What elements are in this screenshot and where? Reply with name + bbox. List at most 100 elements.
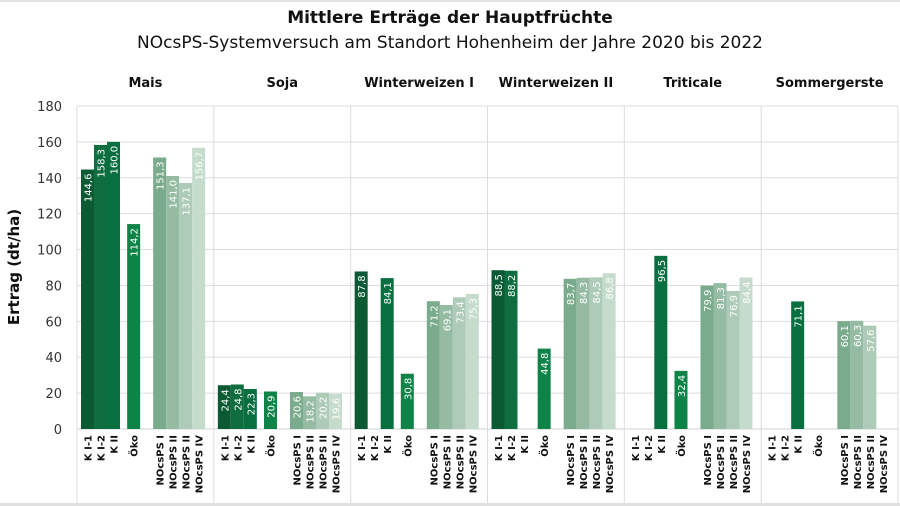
data-label: 83,7 <box>566 283 577 305</box>
bar <box>302 396 316 429</box>
bar <box>837 321 851 429</box>
data-label: 86,8 <box>605 277 616 299</box>
data-label: 75,3 <box>468 298 479 320</box>
x-category-label: NOcsPS I <box>703 435 714 485</box>
data-label: 32,4 <box>677 375 688 397</box>
data-label: 84,4 <box>742 282 753 304</box>
x-category-label: Öko <box>263 435 277 457</box>
data-label: 79,9 <box>703 290 714 312</box>
bar <box>153 157 167 429</box>
x-category-label: K II <box>246 435 257 454</box>
bar <box>107 141 120 429</box>
panel-title: Triticale <box>663 76 722 91</box>
data-label: 141,0 <box>169 180 180 209</box>
data-label: 19,6 <box>331 398 342 420</box>
x-category-label: NOcsPS II <box>729 435 740 489</box>
data-label: 88,5 <box>494 274 505 296</box>
data-label: 137,1 <box>182 187 193 216</box>
x-category-label: K I-1 <box>357 435 368 461</box>
bar <box>713 283 727 429</box>
data-label: 88,2 <box>507 275 518 297</box>
bar <box>863 325 877 429</box>
data-label: 60,3 <box>853 325 864 347</box>
panel-title: Soja <box>266 76 298 91</box>
panel-title: Winterweizen I <box>364 76 474 91</box>
x-category-label: K I-1 <box>494 435 505 461</box>
bar <box>230 384 244 429</box>
x-category-label: Öko <box>127 435 141 457</box>
data-label: 30,8 <box>403 378 414 400</box>
chart-subtitle: NOcsPS-Systemversuch am Standort Hohenhe… <box>137 33 763 53</box>
data-label: 60,1 <box>840 325 851 347</box>
bar <box>289 392 303 429</box>
data-label: 18,2 <box>305 400 316 422</box>
y-tick-label: 160 <box>37 136 62 151</box>
x-category-label: K I-2 <box>370 435 381 461</box>
data-label: 69,1 <box>442 309 453 331</box>
bar <box>791 301 805 429</box>
bar <box>465 293 479 429</box>
x-category-label: NOcsPS IV <box>879 435 890 493</box>
data-label: 57,6 <box>866 330 877 352</box>
x-category-label: NOcsPS II <box>305 435 316 489</box>
bar <box>491 270 505 429</box>
x-category-label: NOcsPS IV <box>195 435 206 493</box>
data-label: 24,4 <box>220 389 231 411</box>
bar <box>127 224 141 429</box>
bar <box>602 273 616 429</box>
x-category-label: NOcsPS II <box>169 435 180 489</box>
x-category-label: K II <box>383 435 394 454</box>
data-label: 73,4 <box>455 301 466 323</box>
panel-title: Mais <box>128 76 162 91</box>
data-label: 114,2 <box>130 228 141 257</box>
data-label: 44,8 <box>540 353 551 375</box>
bar <box>654 255 668 429</box>
x-category-label: K II <box>110 435 121 454</box>
y-tick-label: 60 <box>45 315 62 330</box>
x-category-label: K I-1 <box>220 435 231 461</box>
data-label: 76,9 <box>729 295 740 317</box>
data-label: 84,5 <box>592 281 603 303</box>
bar <box>674 370 688 429</box>
bar <box>504 270 518 429</box>
bar <box>452 297 466 429</box>
bar <box>217 385 231 429</box>
bar <box>400 373 414 429</box>
x-category-label: K I-1 <box>631 435 642 461</box>
bar <box>726 291 740 429</box>
x-category-label: NOcsPS IV <box>605 435 616 493</box>
data-label: 20,6 <box>292 396 303 418</box>
data-label: 20,2 <box>318 397 329 419</box>
y-tick-label: 120 <box>37 208 62 223</box>
top-border <box>0 0 900 2</box>
x-category-label: Öko <box>811 435 825 457</box>
chart-title: Mittlere Erträge der Hauptfrüchte <box>287 8 613 28</box>
x-category-label: NOcsPS II <box>442 435 453 489</box>
data-label: 84,3 <box>579 282 590 304</box>
bar <box>354 271 368 429</box>
bar <box>563 278 577 429</box>
x-category-label: K I-1 <box>84 435 95 461</box>
bar <box>179 182 193 429</box>
y-tick-label: 140 <box>37 172 62 187</box>
panel-title: Winterweizen II <box>499 76 614 91</box>
data-label: 84,1 <box>383 282 394 304</box>
data-label: 71,1 <box>794 305 805 327</box>
x-category-label: Öko <box>537 435 551 457</box>
bar <box>263 391 277 429</box>
x-category-label: NOcsPS IV <box>468 435 479 493</box>
data-label: 96,5 <box>657 260 668 282</box>
panel-title: Sommergerste <box>776 76 884 91</box>
x-category-label: NOcsPS IV <box>331 435 342 493</box>
data-label: 20,9 <box>266 395 277 417</box>
x-category-label: K II <box>657 435 668 454</box>
x-category-label: NOcsPS IV <box>742 435 753 493</box>
bar <box>81 169 94 430</box>
data-label: 22,3 <box>246 393 257 415</box>
bar <box>328 393 342 429</box>
data-label: 156,7 <box>195 152 206 181</box>
y-tick-label: 80 <box>45 279 62 294</box>
bar <box>426 301 440 429</box>
x-category-label: K II <box>794 435 805 454</box>
